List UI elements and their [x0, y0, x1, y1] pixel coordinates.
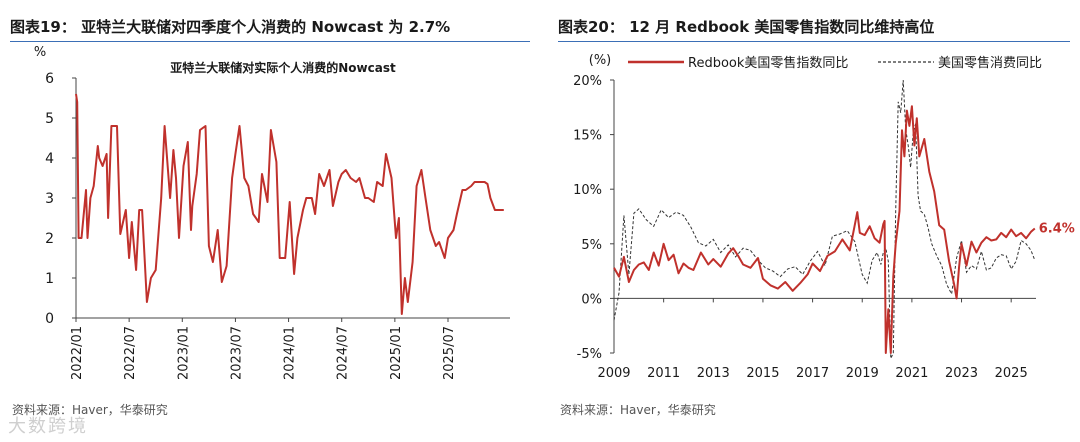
y-tick-label: 1 — [45, 271, 54, 287]
x-tick-label: 2013 — [697, 366, 730, 381]
x-tick-label: 2021 — [895, 366, 928, 381]
y-tick-label: 10% — [573, 183, 602, 198]
y-tick-label: 3 — [45, 191, 54, 207]
left-source-note: 资料来源：Haver，华泰研究 — [12, 403, 168, 417]
x-tick-label: 2022/07 — [123, 326, 138, 380]
y-axis-label: % — [34, 45, 46, 60]
x-tick-label: 2009 — [597, 366, 630, 381]
legend-label-redbook: Redbook美国零售指数同比 — [688, 55, 848, 71]
legend-label-retail: 美国零售消费同比 — [938, 55, 1042, 71]
right-source-note: 资料来源：Haver，华泰研究 — [560, 403, 716, 417]
x-tick-label: 2022/01 — [70, 326, 85, 380]
x-tick-label: 2025/01 — [389, 326, 404, 380]
y-tick-label: -5% — [577, 347, 602, 362]
left-figure: 图表19： 亚特兰大联储对四季度个人消费的 Nowcast 为 2.7% 亚特兰… — [8, 18, 530, 437]
left-figure-title: 图表19： 亚特兰大联储对四季度个人消费的 Nowcast 为 2.7% — [10, 18, 451, 36]
y-tick-label: 0% — [581, 292, 602, 307]
nowcast-line — [75, 93, 504, 315]
y-axis-label: (%) — [589, 53, 612, 68]
x-tick-label: 2017 — [796, 366, 829, 381]
retail-sales-yoy-line — [613, 79, 1036, 359]
chart-title: 亚特兰大联储对实际个人消费的Nowcast — [170, 60, 396, 75]
right-chart: (%) -5% 0% 5% 10% 15% 20% 2009 2011 2013 2015 2017 2… — [573, 53, 1075, 381]
right-figure: 图表20： 12 月 Redbook 美国零售指数同比维持高位 (%) -5% 0%… — [548, 0, 1080, 442]
x-tick-label: 2011 — [647, 366, 680, 381]
x-tick-label: 2023/07 — [229, 326, 244, 380]
x-tick-label: 2025/07 — [442, 326, 457, 380]
redbook-yoy-line — [613, 105, 1036, 354]
x-tick-label: 2025 — [995, 366, 1028, 381]
left-title-rule — [10, 41, 530, 42]
y-tick-label: 5 — [45, 111, 54, 127]
right-title-rule — [558, 41, 1070, 42]
y-tick-label: 5% — [581, 238, 602, 253]
watermark-text: 大数跨境 — [8, 416, 88, 437]
x-tick-label: 2019 — [846, 366, 879, 381]
y-tick-label: 15% — [573, 129, 602, 144]
left-chart: 亚特兰大联储对实际个人消费的Nowcast% 0 1 2 3 4 5 6 2022/01 2022… — [34, 45, 510, 380]
x-tick-label: 2023/01 — [176, 326, 191, 380]
x-tick-label: 2024/01 — [283, 326, 298, 380]
y-tick-label: 4 — [45, 151, 54, 167]
y-tick-label: 20% — [573, 74, 602, 89]
y-tick-label: 2 — [45, 231, 54, 247]
x-tick-label: 2023 — [945, 366, 978, 381]
y-tick-label: 6 — [45, 71, 54, 87]
x-tick-label: 2024/07 — [336, 326, 351, 380]
x-tick-label: 2015 — [746, 366, 779, 381]
latest-value-label: 6.4% — [1039, 222, 1075, 237]
y-tick-label: 0 — [45, 311, 54, 327]
right-figure-title: 图表20： 12 月 Redbook 美国零售指数同比维持高位 — [558, 18, 935, 36]
